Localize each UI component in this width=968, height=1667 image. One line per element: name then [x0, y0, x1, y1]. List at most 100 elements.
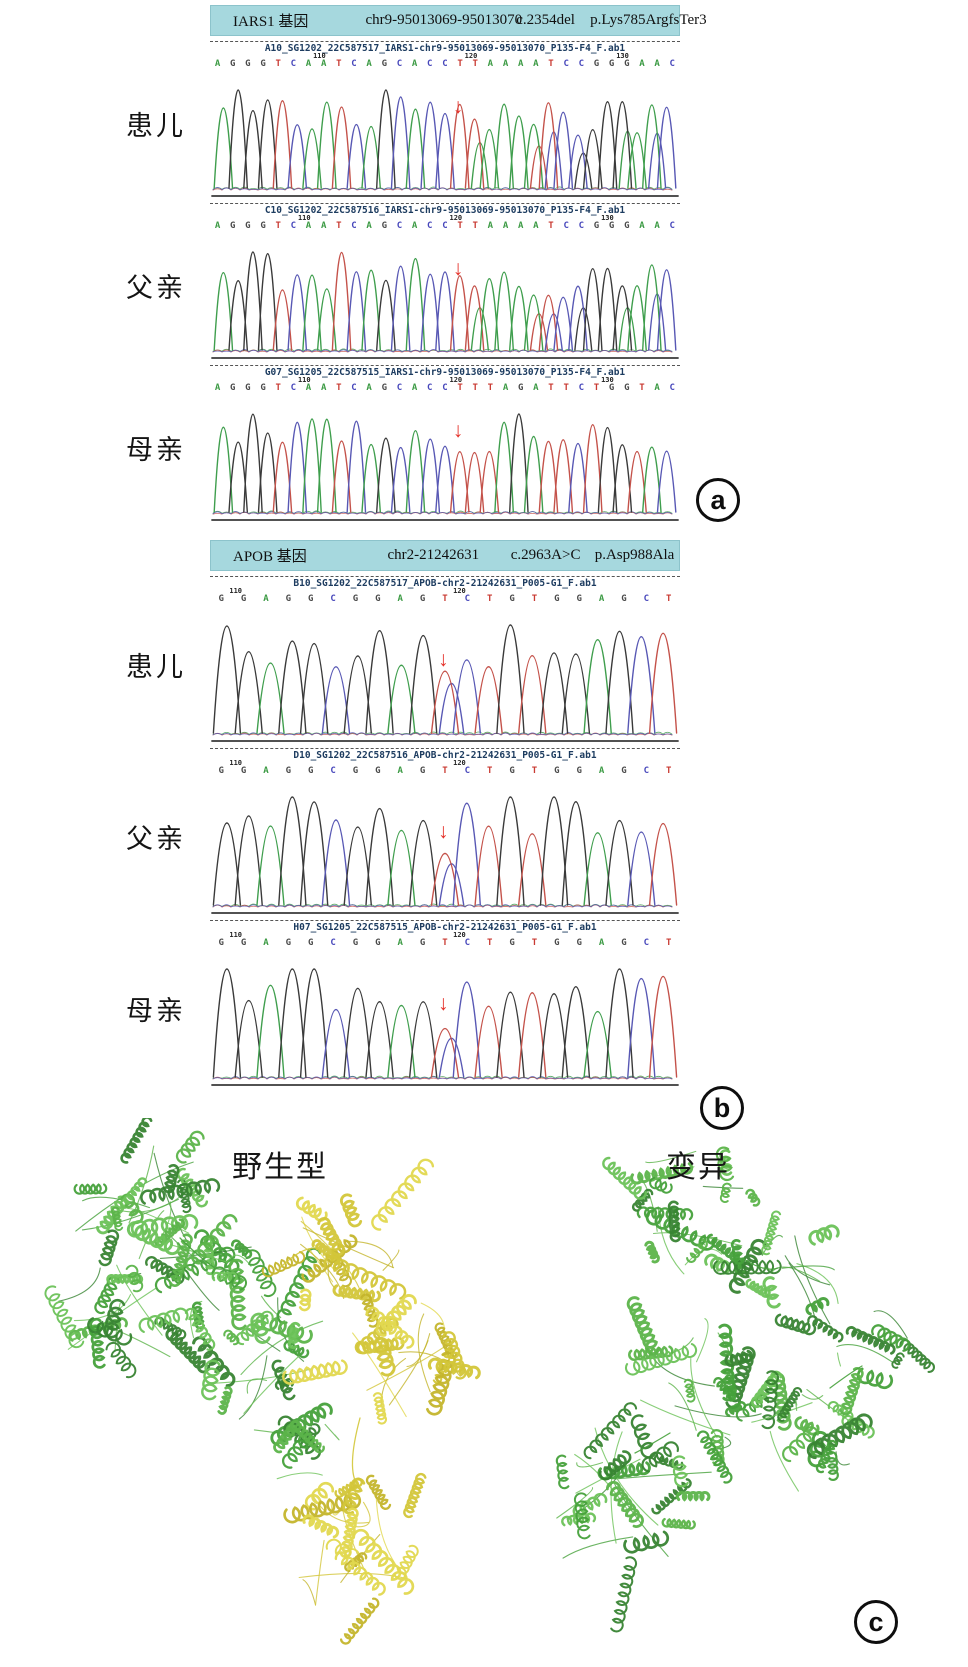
- chromatogram-area: 患儿 ↓: [126, 605, 680, 743]
- chromatogram-area: 母亲 ↓: [126, 394, 680, 522]
- base-call: T: [275, 383, 281, 393]
- chromatogram-row: D10_SG1202_22C587516_APOB-chr2-21242631_…: [126, 748, 680, 915]
- base-call: T: [472, 383, 478, 393]
- variant-label: 变异: [666, 1151, 730, 1184]
- base-call: G: [260, 383, 266, 393]
- chromatogram-area: 母亲 ↓: [126, 949, 680, 1087]
- person-label: 父亲: [126, 273, 186, 303]
- base-call: C: [427, 221, 433, 231]
- base-call: C: [330, 594, 336, 604]
- base-call: G: [576, 766, 582, 776]
- base-call-row: A G G G T C A A 110 T C A G C A C C T T 120 A A A A T C C G G G 130 A A C: [210, 52, 680, 70]
- base-call: T 120: [449, 214, 463, 231]
- base-call: A: [397, 766, 403, 776]
- base-call: C: [396, 59, 403, 69]
- base-call: T: [593, 383, 600, 393]
- trace-file-name: B10_SG1202_22C587517_APOB-chr2-21242631_…: [293, 578, 597, 589]
- base-call: C: [563, 221, 569, 231]
- base-call: A: [598, 594, 605, 604]
- base-call: A: [411, 59, 418, 69]
- base-call: A: [502, 59, 509, 69]
- base-call: G: [621, 938, 627, 948]
- base-call: A: [533, 383, 539, 393]
- base-call: G: [245, 59, 251, 69]
- base-call: A: [214, 59, 221, 69]
- base-call: G: [621, 594, 627, 604]
- base-call: C: [442, 383, 448, 393]
- base-call: A: [654, 383, 660, 393]
- base-call: G: [509, 766, 515, 776]
- base-call: G: [419, 594, 426, 604]
- base-call: A: [214, 383, 221, 393]
- base-call: G: [260, 59, 266, 69]
- base-call: T: [486, 938, 493, 948]
- chromatogram-rows-iars1: A10_SG1202_22C587517_IARS1-chr9-95013069…: [126, 41, 680, 522]
- base-call: C: [330, 938, 336, 948]
- base-call: A: [411, 221, 418, 231]
- base-call: A: [397, 938, 403, 948]
- person-label: 母亲: [126, 435, 186, 465]
- base-call: T 120: [449, 376, 463, 393]
- base-call: G: [230, 383, 236, 393]
- base-call: T: [487, 383, 494, 393]
- base-call: T: [531, 594, 538, 604]
- base-call: C: [669, 59, 675, 69]
- base-call: G: [621, 766, 627, 776]
- base-call: A: [263, 938, 269, 948]
- base-call: G: [593, 59, 600, 69]
- base-call: C: [563, 59, 569, 69]
- base-call: A 110: [313, 52, 327, 69]
- variant-arrow-icon: ↓: [438, 820, 449, 843]
- base-call: C: [643, 938, 650, 948]
- base-call: G: [509, 594, 515, 604]
- trace-file-name: G07_SG1205_22C587515_IARS1-chr9-95013069…: [264, 367, 626, 378]
- gene-protein-change: p.Asp988Ala: [594, 547, 675, 563]
- trace-file-name: C10_SG1202_22C587516_IARS1-chr9-95013069…: [264, 205, 626, 216]
- chromatogram-rows-apob: B10_SG1202_22C587517_APOB-chr2-21242631_…: [126, 576, 680, 1087]
- base-call: A: [533, 59, 539, 69]
- base-call: A: [598, 938, 605, 948]
- base-call: T: [442, 766, 448, 776]
- base-call: G: [218, 938, 224, 948]
- base-call: G: [624, 221, 630, 231]
- base-call: G: [307, 594, 314, 604]
- position-marker: 110: [297, 214, 311, 222]
- row-separator: [210, 748, 680, 749]
- position-marker: 110: [297, 376, 311, 384]
- row-separator: [210, 41, 680, 42]
- base-call: A: [533, 221, 539, 231]
- base-call: G: [285, 766, 292, 776]
- base-call: G: [419, 766, 426, 776]
- variant-arrow-icon: ↓: [438, 648, 449, 671]
- base-call: C: [578, 59, 585, 69]
- base-call: T: [548, 221, 554, 231]
- base-call: A: [598, 766, 605, 776]
- base-call: G: [285, 594, 292, 604]
- base-call: C: [669, 383, 675, 393]
- base-call: G 130: [616, 52, 630, 69]
- base-call: C: [330, 766, 336, 776]
- base-call: C 120: [453, 587, 471, 604]
- base-call: T 120: [464, 52, 478, 69]
- gene-protein-change: p.Lys785ArgfsTer3: [590, 12, 707, 28]
- chromatogram-trace: [211, 413, 679, 521]
- base-call: G 130: [601, 214, 615, 231]
- base-call: A: [487, 221, 494, 231]
- base-call: A: [411, 383, 418, 393]
- chromatogram-row: A10_SG1202_22C587517_IARS1-chr9-95013069…: [126, 41, 680, 198]
- base-call: G 110: [229, 759, 247, 776]
- base-call: T: [486, 766, 493, 776]
- base-call-row: G G 110 A G G C G G A G T C 120 T G T G G A G C T: [210, 931, 680, 949]
- gene-cdna-change: c.2963A>C: [510, 547, 581, 563]
- base-call: G 130: [601, 376, 615, 393]
- base-call: G: [576, 938, 582, 948]
- base-call: G: [375, 594, 381, 604]
- base-call: G: [307, 766, 314, 776]
- base-call: A: [214, 221, 221, 231]
- panel-iars1: IARS1 基因 chr9-95013069-95013070 c.2354de…: [126, 5, 707, 522]
- base-call: T: [665, 938, 672, 948]
- base-call: C 120: [453, 931, 471, 948]
- base-call: T: [275, 59, 281, 69]
- base-call: C: [396, 383, 403, 393]
- variant-arrow-icon: ↓: [452, 95, 464, 118]
